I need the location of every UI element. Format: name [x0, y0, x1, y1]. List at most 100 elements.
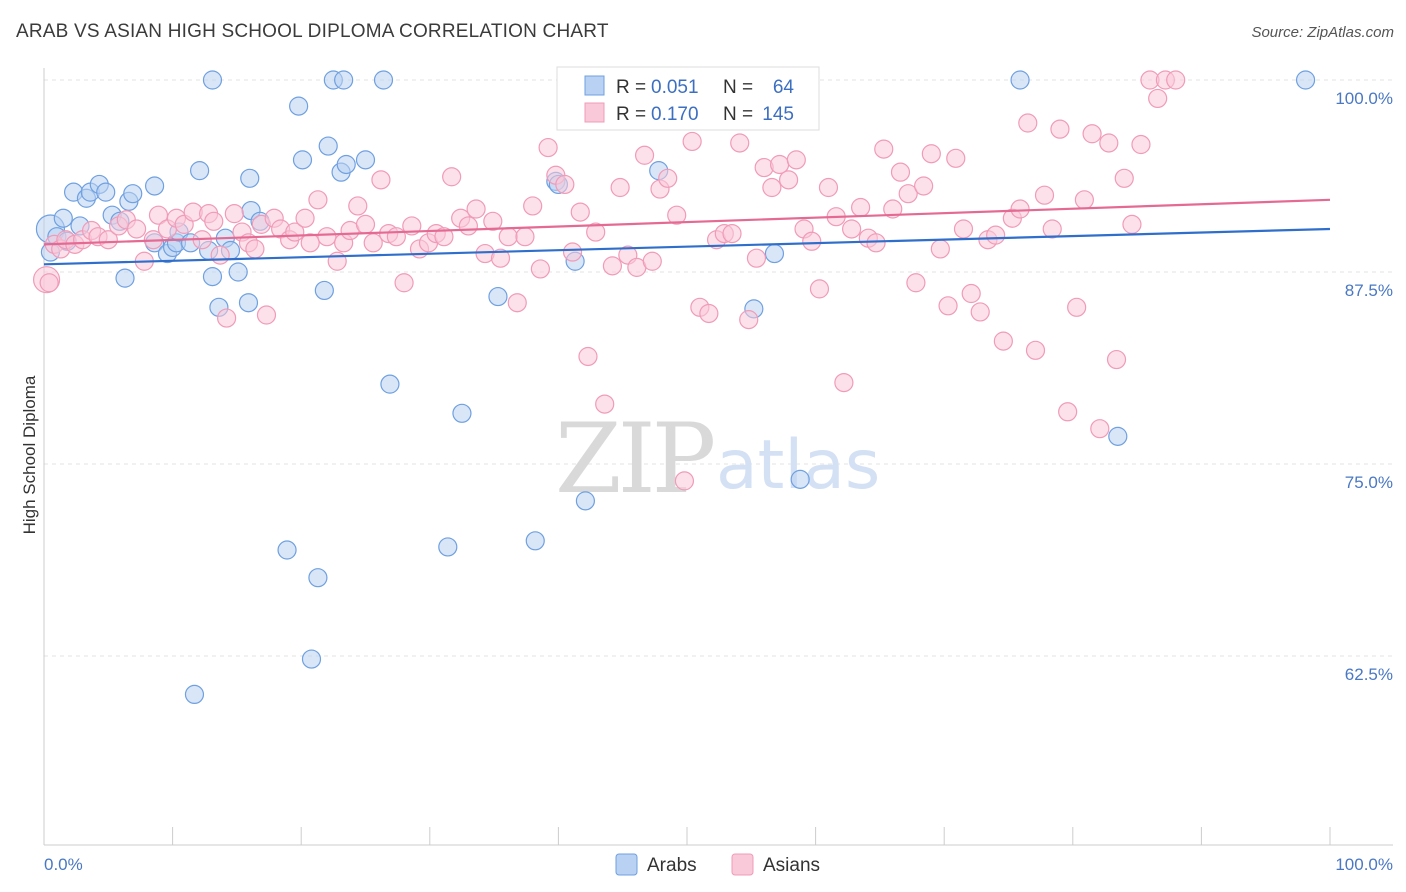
asian-point	[217, 308, 237, 328]
asian-point	[993, 331, 1013, 351]
asian-point	[906, 273, 926, 293]
asian-point	[348, 196, 368, 216]
asians-legend-label: Asians	[763, 855, 820, 876]
arab-point	[452, 403, 472, 423]
data-points	[32, 70, 1316, 705]
asian-point	[586, 222, 606, 242]
asian-point	[490, 248, 511, 268]
y-axis-label: High School Diploma	[20, 375, 39, 534]
arab-point	[380, 374, 400, 394]
asian-point	[786, 150, 806, 170]
asian-point	[946, 148, 966, 168]
asian-point	[890, 162, 911, 182]
asian-point	[883, 199, 903, 219]
asian-point	[1067, 297, 1087, 317]
arab-point	[764, 243, 785, 264]
arab-point	[292, 150, 313, 170]
asians-swatch	[584, 102, 605, 123]
asian-point	[809, 279, 830, 299]
y-tick-label-0: 100.0%	[1335, 89, 1393, 108]
asian-point	[1099, 133, 1119, 153]
asian-point	[610, 177, 630, 198]
asian-point	[1010, 199, 1030, 219]
asian-point	[224, 204, 244, 224]
arab-point	[184, 684, 205, 705]
arabs-trend-line	[43, 227, 1331, 266]
arab-point	[53, 208, 73, 228]
asian-point	[1058, 402, 1078, 422]
asian-point	[921, 144, 941, 164]
asian-point	[570, 202, 590, 222]
y-tick-label-3: 62.5%	[1345, 665, 1393, 684]
asian-point	[245, 239, 265, 259]
arab-point	[575, 491, 596, 511]
asian-point	[300, 233, 320, 253]
arab-point	[123, 184, 143, 204]
arab-point	[190, 161, 210, 181]
asian-point	[851, 197, 871, 218]
arab-point	[525, 531, 545, 551]
asian-point	[739, 310, 759, 330]
arabs-r-label: R =	[616, 77, 646, 98]
asian-point	[98, 230, 118, 250]
asian-point	[874, 139, 894, 159]
watermark: ZIP atlas	[555, 403, 880, 515]
arab-point	[96, 182, 116, 202]
arab-point	[373, 70, 394, 90]
asian-point	[466, 199, 486, 219]
asian-point	[1148, 88, 1168, 109]
asian-point	[762, 177, 782, 198]
asian-point	[1131, 134, 1151, 155]
asian-point	[818, 177, 839, 198]
asian-point	[778, 170, 799, 190]
asian-point	[498, 227, 518, 247]
asian-point	[204, 211, 224, 231]
asian-point	[1122, 214, 1142, 234]
arab-point	[1010, 70, 1030, 90]
asians-trend-line	[43, 198, 1331, 246]
arab-point	[144, 176, 165, 196]
asian-point	[1042, 219, 1062, 239]
asian-point	[1166, 70, 1186, 90]
asian-point	[898, 184, 918, 204]
trend-lines	[43, 198, 1331, 266]
asian-point	[930, 239, 950, 259]
arab-point	[488, 286, 508, 307]
asian-point	[458, 216, 478, 236]
asian-point	[555, 174, 575, 195]
asian-point	[1090, 419, 1110, 439]
asian-point	[602, 256, 623, 276]
asian-point	[970, 302, 990, 322]
arab-point	[334, 70, 354, 90]
asian-point	[754, 157, 774, 178]
arab-point	[1108, 426, 1128, 446]
arab-point	[1295, 70, 1316, 90]
y-tick-labels: 100.0% 87.5% 75.0% 62.5%	[1335, 89, 1393, 684]
arab-point	[228, 262, 248, 282]
asian-point	[986, 225, 1006, 245]
asian-point	[327, 251, 347, 271]
arab-point	[308, 568, 328, 588]
asian-point	[1082, 124, 1102, 144]
asian-point	[730, 133, 750, 153]
arab-point	[202, 70, 223, 90]
asian-point	[538, 137, 558, 158]
asian-point	[866, 233, 886, 253]
arab-point	[314, 280, 334, 301]
asian-point	[386, 227, 406, 247]
asians-n-label: N =	[723, 104, 753, 125]
arab-point	[238, 293, 259, 313]
source-credit: Source: ZipAtlas.com	[1251, 24, 1394, 41]
asian-point	[1106, 349, 1127, 370]
asian-point	[578, 346, 598, 367]
asian-point	[523, 196, 543, 216]
arabs-legend-label: Arabs	[647, 855, 697, 876]
asian-point	[699, 303, 719, 324]
asian-point	[674, 471, 695, 491]
asian-point	[667, 205, 687, 225]
asian-point	[1034, 185, 1055, 205]
arabs-n-value: 64	[773, 77, 795, 98]
asian-point	[634, 145, 655, 165]
arabs-n-label: N =	[723, 77, 753, 98]
arab-point	[240, 168, 260, 188]
